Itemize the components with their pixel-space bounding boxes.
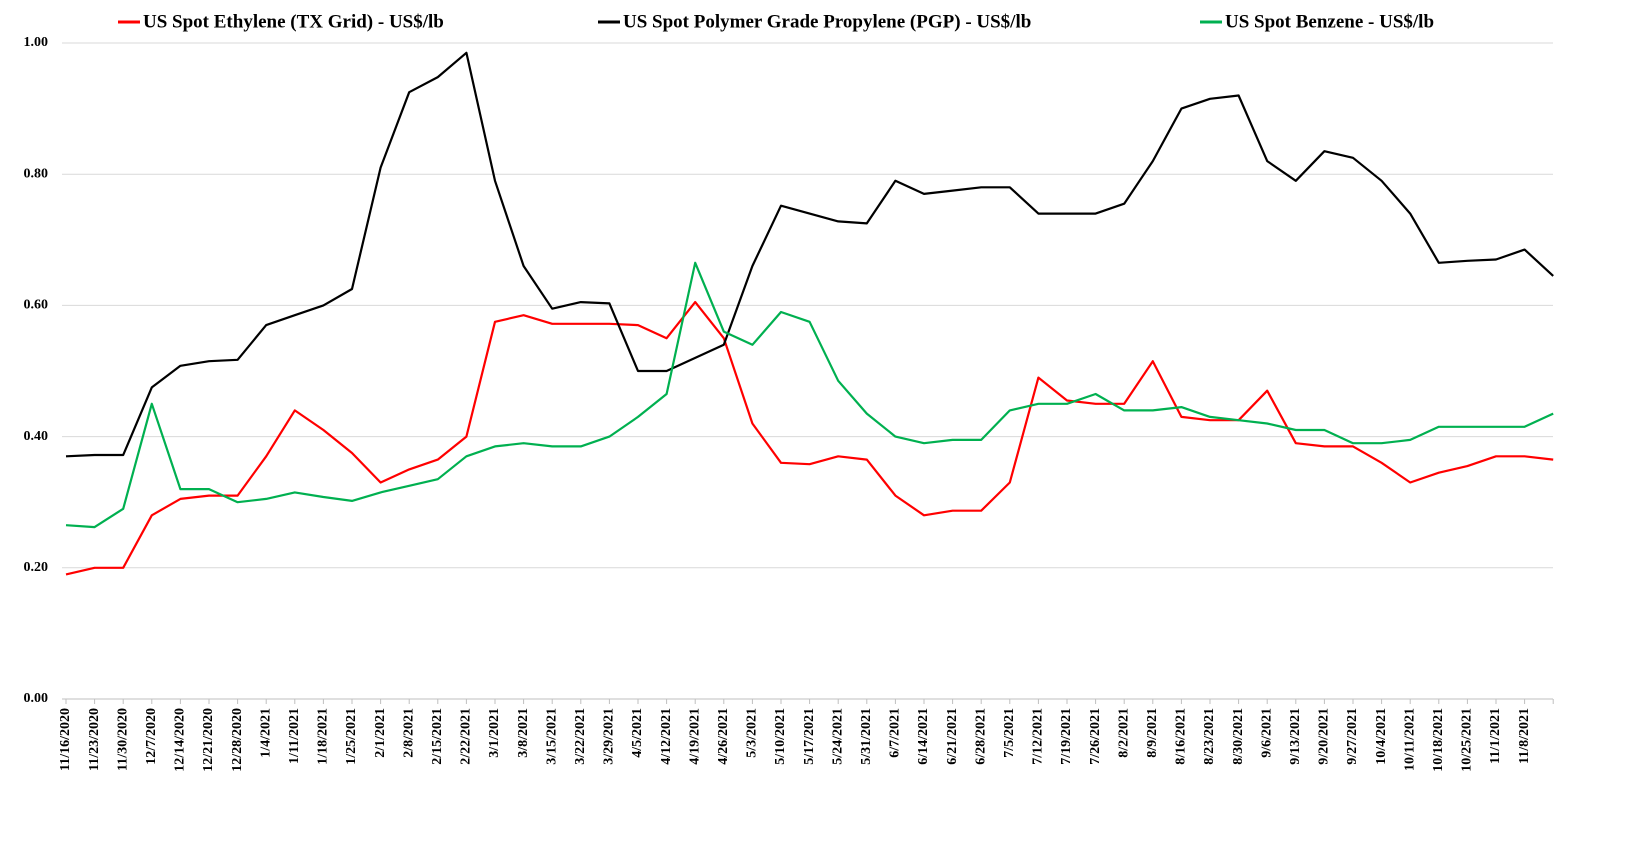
x-tick-label: 7/19/2021 [1059,708,1074,765]
x-tick-label: 3/15/2021 [544,708,559,765]
x-tick-label: 5/24/2021 [830,708,845,765]
series-line [65,261,1554,529]
series-line [65,301,1554,576]
x-tick-label: 3/8/2021 [516,708,531,758]
x-tick-label: 6/14/2021 [916,708,931,765]
x-tick-label: 9/13/2021 [1288,708,1303,765]
x-tick-label: 4/5/2021 [630,708,645,758]
x-tick-label: 11/16/2020 [58,708,73,771]
x-tick-label: 9/6/2021 [1259,708,1274,758]
y-tick-label: 0.80 [24,166,49,181]
x-tick-label: 12/28/2020 [230,708,245,772]
x-tick-label: 1/4/2021 [258,708,273,758]
x-tick-label: 8/9/2021 [1145,708,1160,758]
x-tick-label: 6/21/2021 [945,708,960,765]
x-tick-label: 2/22/2021 [459,708,474,765]
x-tick-label: 10/11/2021 [1402,708,1417,771]
x-tick-label: 8/2/2021 [1116,708,1131,758]
x-tick-label: 11/23/2020 [87,708,102,771]
x-tick-label: 4/19/2021 [687,708,702,765]
x-tick-label: 5/31/2021 [859,708,874,765]
x-tick-label: 9/27/2021 [1345,708,1360,765]
x-tick-label: 2/1/2021 [373,708,388,758]
x-tick-label: 5/3/2021 [745,708,760,758]
y-tick-label: 0.20 [24,560,49,575]
x-tick-label: 2/8/2021 [401,708,416,758]
x-tick-label: 10/4/2021 [1374,708,1389,765]
y-tick-label: 1.00 [24,35,49,50]
x-tick-label: 12/14/2020 [173,708,188,772]
x-tick-label: 3/22/2021 [573,708,588,765]
x-tick-label: 12/7/2020 [144,708,159,765]
x-tick-label: 10/18/2021 [1431,708,1446,772]
x-tick-label: 8/23/2021 [1202,708,1217,765]
x-tick-label: 7/26/2021 [1088,708,1103,765]
x-tick-label: 4/26/2021 [716,708,731,765]
x-tick-label: 7/5/2021 [1002,708,1017,758]
legend-label: US Spot Ethylene (TX Grid) - US$/lb [143,11,444,32]
x-tick-label: 6/28/2021 [973,708,988,765]
x-tick-label: 8/30/2021 [1231,708,1246,765]
x-tick-label: 12/21/2020 [201,708,216,772]
x-tick-label: 3/29/2021 [602,708,617,765]
y-tick-label: 0.60 [24,298,49,313]
x-tick-label: 10/25/2021 [1460,708,1475,772]
x-tick-label: 6/7/2021 [888,708,903,758]
x-tick-label: 1/25/2021 [344,708,359,765]
x-tick-label: 4/12/2021 [659,708,674,765]
x-tick-label: 1/18/2021 [316,708,331,765]
x-tick-label: 7/12/2021 [1031,708,1046,765]
legend-label: US Spot Polymer Grade Propylene (PGP) - … [623,11,1031,32]
legend-label: US Spot Benzene - US$/lb [1225,11,1434,32]
x-tick-label: 8/16/2021 [1174,708,1189,765]
y-tick-label: 0.00 [24,691,49,706]
x-tick-label: 2/15/2021 [430,708,445,765]
x-tick-label: 5/17/2021 [802,708,817,765]
x-tick-label: 9/20/2021 [1317,708,1332,765]
series-line [65,51,1554,458]
x-tick-label: 5/10/2021 [773,708,788,765]
y-tick-label: 0.40 [24,429,49,444]
x-tick-label: 11/30/2020 [115,708,130,771]
x-tick-label: 1/11/2021 [287,708,302,764]
x-tick-label: 3/1/2021 [487,708,502,758]
x-tick-label: 11/8/2021 [1517,708,1532,764]
x-tick-label: 11/1/2021 [1488,708,1503,764]
